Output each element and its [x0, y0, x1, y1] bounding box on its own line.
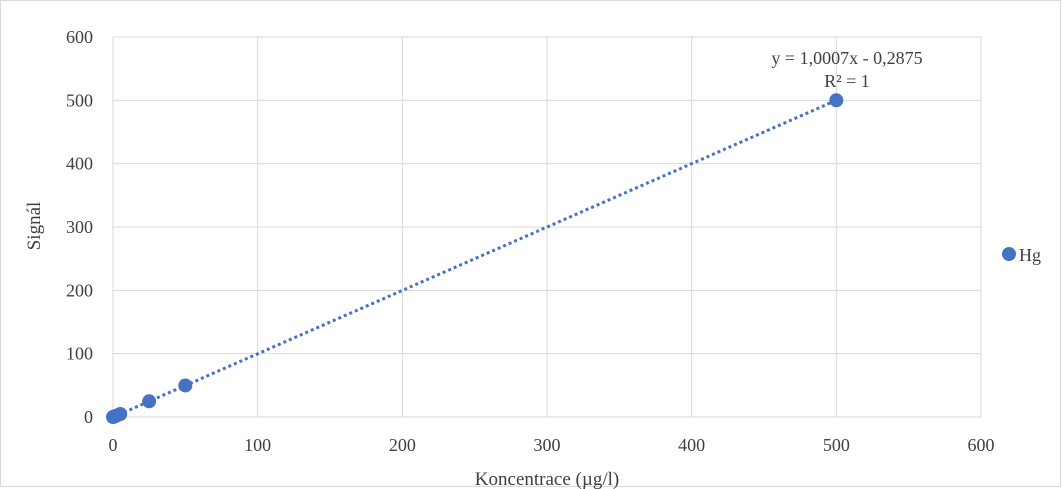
y-tick-label: 0: [84, 407, 93, 427]
y-axis-title: Signál: [24, 202, 45, 251]
legend: Hg: [1002, 245, 1041, 265]
y-tick-label: 500: [66, 90, 93, 110]
y-axis-tick-labels: 0 100 200 300 400 500 600: [66, 27, 93, 427]
y-tick-label: 300: [66, 217, 93, 237]
trendline-layer: [112, 98, 837, 419]
y-tick-label: 400: [66, 154, 93, 174]
grid-lines: [112, 36, 982, 418]
x-tick-label: 100: [244, 435, 271, 455]
x-tick-label: 300: [534, 435, 561, 455]
x-axis-tick-labels: 0 100 200 300 400 500 600: [109, 435, 995, 455]
y-tick-label: 200: [66, 280, 93, 300]
x-axis-title: Koncentrace (µg/l): [475, 469, 619, 489]
x-tick-label: 600: [968, 435, 995, 455]
x-tick-label: 0: [109, 435, 118, 455]
data-point: [178, 378, 193, 393]
y-tick-label: 100: [66, 344, 93, 364]
data-points: [106, 93, 844, 424]
legend-marker-hg: [1002, 247, 1016, 261]
x-tick-label: 500: [823, 435, 850, 455]
trendline-r2: R² = 1: [824, 71, 870, 91]
x-tick-label: 400: [678, 435, 705, 455]
trendline: [112, 98, 837, 419]
y-tick-label: 600: [66, 27, 93, 47]
data-point: [829, 93, 844, 108]
data-point: [142, 394, 157, 409]
trendline-equation: y = 1,0007x - 0,2875: [771, 48, 922, 68]
legend-label-hg: Hg: [1019, 245, 1041, 265]
x-tick-label: 200: [389, 435, 416, 455]
data-point: [113, 407, 128, 422]
